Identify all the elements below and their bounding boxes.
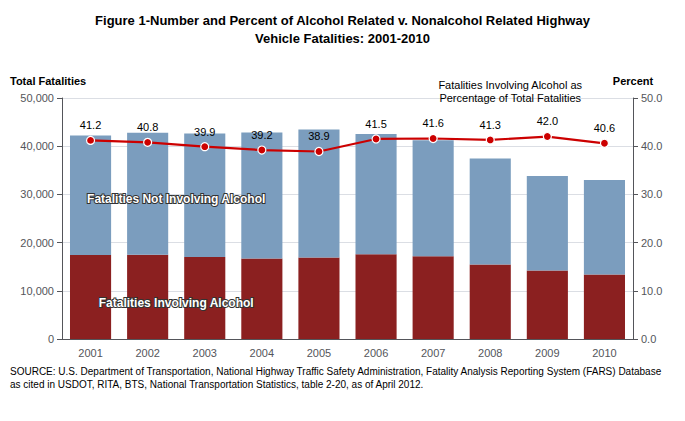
svg-text:40.8: 40.8: [137, 121, 158, 133]
svg-text:38.9: 38.9: [308, 130, 329, 142]
svg-text:2001: 2001: [78, 347, 102, 359]
svg-text:39.9: 39.9: [194, 126, 215, 138]
svg-text:2005: 2005: [307, 347, 331, 359]
svg-text:50.0: 50.0: [641, 92, 662, 104]
svg-text:50,000: 50,000: [20, 92, 54, 104]
svg-text:SOURCE: U.S. Department of Tra: SOURCE: U.S. Department of Transportatio…: [10, 366, 664, 377]
svg-text:42.0: 42.0: [537, 115, 558, 127]
svg-text:20,000: 20,000: [20, 237, 54, 249]
svg-text:41.2: 41.2: [80, 119, 101, 131]
svg-text:as cited in USDOT, RITA, BTS,: as cited in USDOT, RITA, BTS, National T…: [10, 379, 423, 390]
svg-text:Vehicle Fatalities: 2001-2010: Vehicle Fatalities: 2001-2010: [255, 31, 430, 46]
svg-text:41.6: 41.6: [422, 117, 443, 129]
svg-text:20.0: 20.0: [641, 237, 662, 249]
svg-text:2010: 2010: [592, 347, 616, 359]
svg-text:2009: 2009: [535, 347, 559, 359]
svg-text:Fatalities Involving Alcohol: Fatalities Involving Alcohol: [99, 296, 254, 310]
svg-text:41.5: 41.5: [365, 118, 386, 130]
svg-text:2007: 2007: [421, 347, 445, 359]
svg-text:39.2: 39.2: [251, 129, 272, 141]
svg-text:Percentage of Total Fatalities: Percentage of Total Fatalities: [439, 92, 581, 104]
svg-text:Percent: Percent: [613, 75, 654, 87]
svg-text:0.0: 0.0: [641, 333, 656, 345]
svg-text:30,000: 30,000: [20, 188, 54, 200]
svg-text:40.0: 40.0: [641, 140, 662, 152]
svg-text:2006: 2006: [364, 347, 388, 359]
svg-text:Fatalities Not Involving Alcoh: Fatalities Not Involving Alcohol: [87, 192, 265, 206]
svg-text:2003: 2003: [193, 347, 217, 359]
svg-text:40.6: 40.6: [594, 122, 615, 134]
svg-text:10.0: 10.0: [641, 285, 662, 297]
svg-text:30.0: 30.0: [641, 188, 662, 200]
svg-text:Fatalities Involving Alcohol a: Fatalities Involving Alcohol as: [438, 79, 582, 91]
svg-text:0: 0: [48, 333, 54, 345]
svg-text:2004: 2004: [250, 347, 274, 359]
svg-text:Figure 1-Number and Percent of: Figure 1-Number and Percent of Alcohol R…: [95, 13, 591, 28]
svg-text:41.3: 41.3: [480, 119, 501, 131]
svg-text:2002: 2002: [135, 347, 159, 359]
svg-text:Total Fatalities: Total Fatalities: [10, 75, 86, 87]
svg-text:2008: 2008: [478, 347, 502, 359]
svg-text:40,000: 40,000: [20, 140, 54, 152]
svg-text:10,000: 10,000: [20, 285, 54, 297]
